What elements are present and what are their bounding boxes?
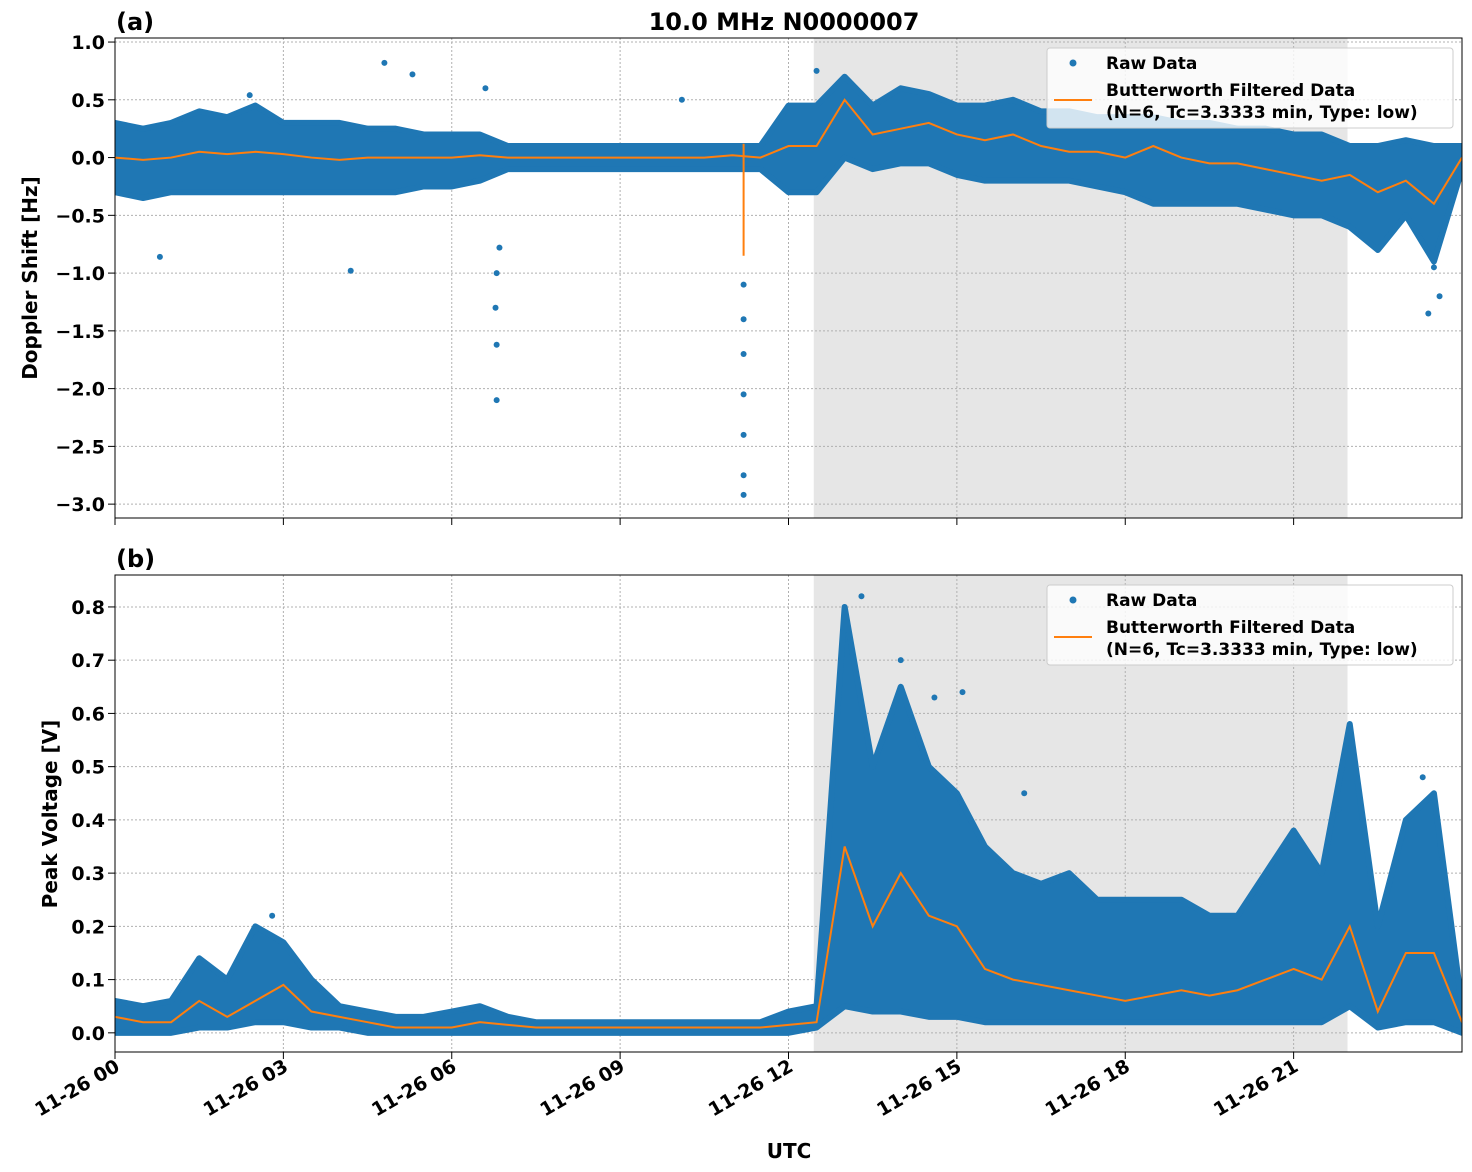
y-tick-label: 0.8 <box>71 597 105 619</box>
x-tick-label: 11-26 15 <box>873 1055 965 1121</box>
raw-data-point <box>740 350 747 357</box>
legend-filtered-label: Butterworth Filtered Data <box>1106 618 1355 638</box>
raw-data-point <box>740 431 747 438</box>
x-tick-labels: 11-26 00 11-26 03 11-26 06 11-26 09 11-26 12… <box>31 1055 1302 1121</box>
legend-raw-marker <box>1069 596 1077 604</box>
y-tick-label: −3.0 <box>55 494 105 516</box>
y-tick-label: 0.0 <box>71 1023 105 1045</box>
legend-raw-label: Raw Data <box>1106 591 1197 611</box>
raw-data-point <box>156 253 163 260</box>
raw-data-point <box>1419 774 1426 781</box>
y-tick-label: 0.6 <box>71 703 105 725</box>
raw-data-point <box>493 270 500 277</box>
raw-data-point <box>409 71 416 78</box>
panel-a-ylabel: Doppler Shift [Hz] <box>18 176 42 380</box>
x-tick-label: 11-26 00 <box>31 1055 123 1121</box>
raw-data-point <box>1430 264 1437 271</box>
x-tick-label: 11-26 12 <box>705 1055 797 1121</box>
raw-data-point <box>1021 790 1028 797</box>
raw-data-point <box>931 694 938 701</box>
raw-data-point <box>813 67 820 74</box>
raw-data-point <box>493 341 500 348</box>
raw-data-point <box>246 92 253 99</box>
raw-data-point <box>496 244 503 251</box>
panel-b-label: (b) <box>116 545 155 573</box>
raw-data-point <box>740 472 747 479</box>
raw-data-point <box>1335 806 1342 813</box>
raw-data-envelope <box>115 603 1462 1036</box>
y-tick-label: −1.5 <box>55 321 105 343</box>
legend-box <box>1046 47 1454 129</box>
x-tick-label: 11-26 06 <box>368 1055 460 1121</box>
x-tick-label: 11-26 03 <box>200 1055 292 1121</box>
raw-data-point <box>740 391 747 398</box>
legend-raw-label: Raw Data <box>1106 54 1197 74</box>
axes-frame <box>114 37 1463 519</box>
raw-data-point <box>269 912 276 919</box>
panel-b-ylabel: Peak Voltage [V] <box>38 720 62 909</box>
y-tick-label: 0.7 <box>71 650 105 672</box>
x-tick-label: 11-26 09 <box>536 1055 628 1121</box>
y-tick-label: 0.5 <box>71 757 105 779</box>
y-tick-label: 0.5 <box>71 90 105 112</box>
raw-data-point <box>897 657 904 664</box>
filtered-data-line <box>115 98 1462 206</box>
raw-data-point <box>858 593 865 600</box>
raw-data-point <box>1436 293 1443 300</box>
y-tick-label: −2.5 <box>55 436 105 458</box>
panel-a: 1.0 0.5 0.0 −0.5 −1.0 −1.5 −2.0 −2.5 −3.0 Raw Dat… <box>55 32 1463 525</box>
x-axis-label: UTC <box>767 1139 812 1163</box>
raw-data-point <box>493 397 500 404</box>
x-tick-label: 11-26 18 <box>1041 1055 1133 1121</box>
y-tick-label: −2.0 <box>55 379 105 401</box>
y-tick-label: 0.1 <box>71 970 105 992</box>
raw-data-point <box>347 267 354 274</box>
y-tick-label: 0.0 <box>71 148 105 170</box>
y-tick-label: −1.0 <box>55 263 105 285</box>
raw-data-point <box>740 281 747 288</box>
x-tick-label: 11-26 21 <box>1210 1055 1302 1121</box>
chart-title: 10.0 MHz N0000007 <box>649 8 920 36</box>
raw-data-point <box>959 689 966 696</box>
axes-frame <box>114 574 1463 1053</box>
y-tick-label: 0.2 <box>71 916 105 938</box>
filtered-data-line <box>115 846 1462 1029</box>
raw-data-point <box>740 316 747 323</box>
y-tick-label: 1.0 <box>71 32 105 54</box>
raw-data-point <box>381 59 388 66</box>
legend-filtered-params: (N=6, Tc=3.3333 min, Type: low) <box>1106 640 1418 660</box>
raw-data-point <box>482 85 489 92</box>
y-tick-label: 0.4 <box>71 810 105 832</box>
raw-data-point <box>678 96 685 103</box>
raw-data-point <box>740 491 747 498</box>
panel-a-label: (a) <box>116 8 154 36</box>
plot-area <box>115 593 1462 1036</box>
y-tick-label: −0.5 <box>55 205 105 227</box>
y-tick-label: 0.3 <box>71 863 105 885</box>
legend-filtered-params: (N=6, Tc=3.3333 min, Type: low) <box>1106 103 1418 123</box>
panel-b: 0.8 0.7 0.6 0.5 0.4 0.3 0.2 0.1 0.0 Raw Data Butte… <box>71 574 1463 1059</box>
raw-data-point <box>492 304 499 311</box>
legend-raw-marker <box>1069 59 1077 67</box>
legend-filtered-label: Butterworth Filtered Data <box>1106 81 1355 101</box>
raw-data-point <box>1425 310 1432 317</box>
legend-box <box>1046 584 1454 666</box>
